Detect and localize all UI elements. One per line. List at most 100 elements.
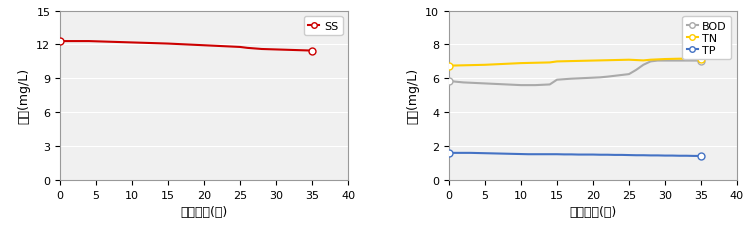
TP — [444, 152, 453, 155]
TN — [581, 60, 590, 63]
TN — [690, 58, 699, 61]
BOD — [660, 60, 669, 63]
TN — [545, 62, 554, 64]
Y-axis label: 농도(mg/L): 농도(mg/L) — [407, 68, 420, 124]
SS — [99, 41, 108, 44]
SS — [257, 48, 266, 51]
TP — [668, 155, 677, 157]
TN — [646, 59, 655, 62]
SS — [128, 42, 137, 45]
SS — [92, 41, 101, 43]
TP — [452, 152, 461, 155]
TN — [567, 61, 576, 63]
Legend: SS: SS — [304, 17, 343, 36]
TP — [487, 152, 496, 155]
SS — [301, 50, 310, 52]
TP — [646, 154, 655, 157]
TN — [653, 59, 663, 61]
BOD — [589, 77, 598, 80]
BOD — [509, 84, 518, 87]
SS — [199, 45, 208, 47]
SS — [63, 40, 72, 43]
BOD — [596, 77, 605, 79]
BOD — [466, 82, 475, 85]
TN — [617, 59, 626, 62]
BOD — [517, 84, 526, 87]
TN — [487, 64, 496, 67]
SS — [250, 48, 259, 51]
TN — [495, 64, 504, 66]
TN — [481, 64, 490, 67]
SS — [164, 43, 173, 46]
SS — [193, 44, 202, 47]
TN — [682, 58, 691, 61]
BOD — [545, 84, 554, 86]
BOD — [624, 73, 633, 76]
TP — [538, 153, 547, 156]
SS — [120, 42, 129, 44]
BOD — [523, 84, 532, 87]
TP — [696, 155, 705, 158]
SS — [221, 46, 230, 49]
TN — [509, 63, 518, 66]
SS — [142, 42, 151, 45]
BOD — [481, 83, 490, 85]
TN — [632, 59, 641, 62]
TN — [444, 65, 453, 68]
SS — [171, 43, 180, 46]
TN — [675, 58, 684, 61]
TP — [690, 155, 699, 158]
SS — [308, 50, 317, 53]
TP — [523, 153, 532, 156]
BOD — [639, 64, 648, 67]
TP — [660, 155, 669, 157]
SS — [243, 47, 252, 50]
BOD — [452, 81, 461, 84]
BOD — [653, 60, 663, 63]
SS — [106, 41, 115, 44]
TP — [531, 153, 540, 156]
TP — [624, 154, 633, 157]
BOD — [603, 76, 612, 79]
BOD — [581, 77, 590, 80]
BOD — [675, 60, 684, 63]
BOD — [610, 75, 619, 78]
TN — [517, 62, 526, 65]
Line: SS: SS — [60, 42, 312, 51]
X-axis label: 운전기간(일): 운전기간(일) — [569, 205, 617, 218]
SS — [279, 49, 288, 52]
TP — [610, 154, 619, 157]
SS — [214, 45, 223, 48]
TN — [660, 58, 669, 61]
SS — [293, 49, 302, 52]
Line: BOD: BOD — [449, 61, 701, 86]
BOD — [696, 60, 705, 63]
TN — [559, 61, 569, 63]
TP — [553, 153, 562, 156]
TN — [452, 65, 461, 68]
SS — [185, 44, 194, 47]
BOD — [459, 82, 468, 85]
TP — [509, 153, 518, 156]
Line: TP: TP — [449, 153, 701, 156]
SS — [207, 45, 216, 48]
TN — [639, 60, 648, 63]
BOD — [574, 78, 583, 80]
SS — [84, 40, 93, 43]
SS — [229, 46, 238, 49]
BOD — [690, 60, 699, 63]
TN — [538, 62, 547, 65]
TN — [553, 61, 562, 64]
Line: TN: TN — [449, 59, 701, 66]
SS — [286, 49, 295, 52]
TN — [459, 65, 468, 67]
TP — [502, 153, 511, 155]
TP — [639, 154, 648, 157]
TN — [610, 59, 619, 62]
TP — [675, 155, 684, 158]
TP — [545, 153, 554, 156]
BOD — [495, 83, 504, 86]
SS — [70, 40, 79, 43]
TP — [517, 153, 526, 156]
TN — [473, 64, 482, 67]
